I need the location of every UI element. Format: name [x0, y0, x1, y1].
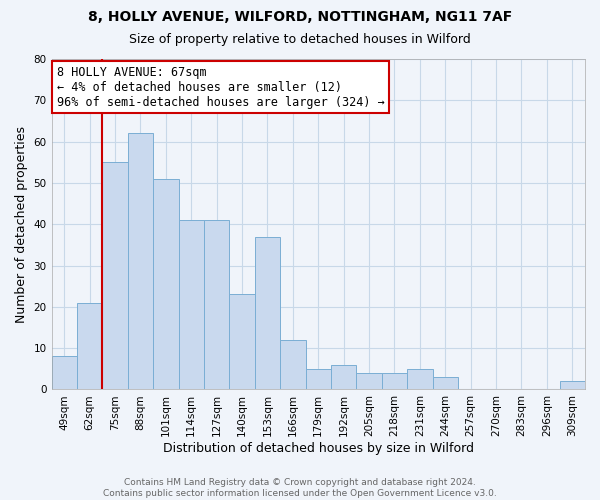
Bar [103, 162, 128, 390]
Bar [356, 373, 382, 390]
Y-axis label: Number of detached properties: Number of detached properties [15, 126, 28, 322]
Bar [407, 369, 433, 390]
Bar [77, 302, 103, 390]
Bar [382, 373, 407, 390]
Bar [331, 364, 356, 390]
Bar [128, 134, 153, 390]
Bar [255, 236, 280, 390]
Bar [280, 340, 305, 390]
Text: 8 HOLLY AVENUE: 67sqm
← 4% of detached houses are smaller (12)
96% of semi-detac: 8 HOLLY AVENUE: 67sqm ← 4% of detached h… [57, 66, 385, 108]
Text: Contains HM Land Registry data © Crown copyright and database right 2024.
Contai: Contains HM Land Registry data © Crown c… [103, 478, 497, 498]
Bar [433, 377, 458, 390]
Text: 8, HOLLY AVENUE, WILFORD, NOTTINGHAM, NG11 7AF: 8, HOLLY AVENUE, WILFORD, NOTTINGHAM, NG… [88, 10, 512, 24]
Bar [229, 294, 255, 390]
Bar [305, 369, 331, 390]
Bar [560, 381, 585, 390]
Bar [204, 220, 229, 390]
Bar [52, 356, 77, 390]
Bar [179, 220, 204, 390]
X-axis label: Distribution of detached houses by size in Wilford: Distribution of detached houses by size … [163, 442, 474, 455]
Text: Size of property relative to detached houses in Wilford: Size of property relative to detached ho… [129, 32, 471, 46]
Bar [153, 179, 179, 390]
